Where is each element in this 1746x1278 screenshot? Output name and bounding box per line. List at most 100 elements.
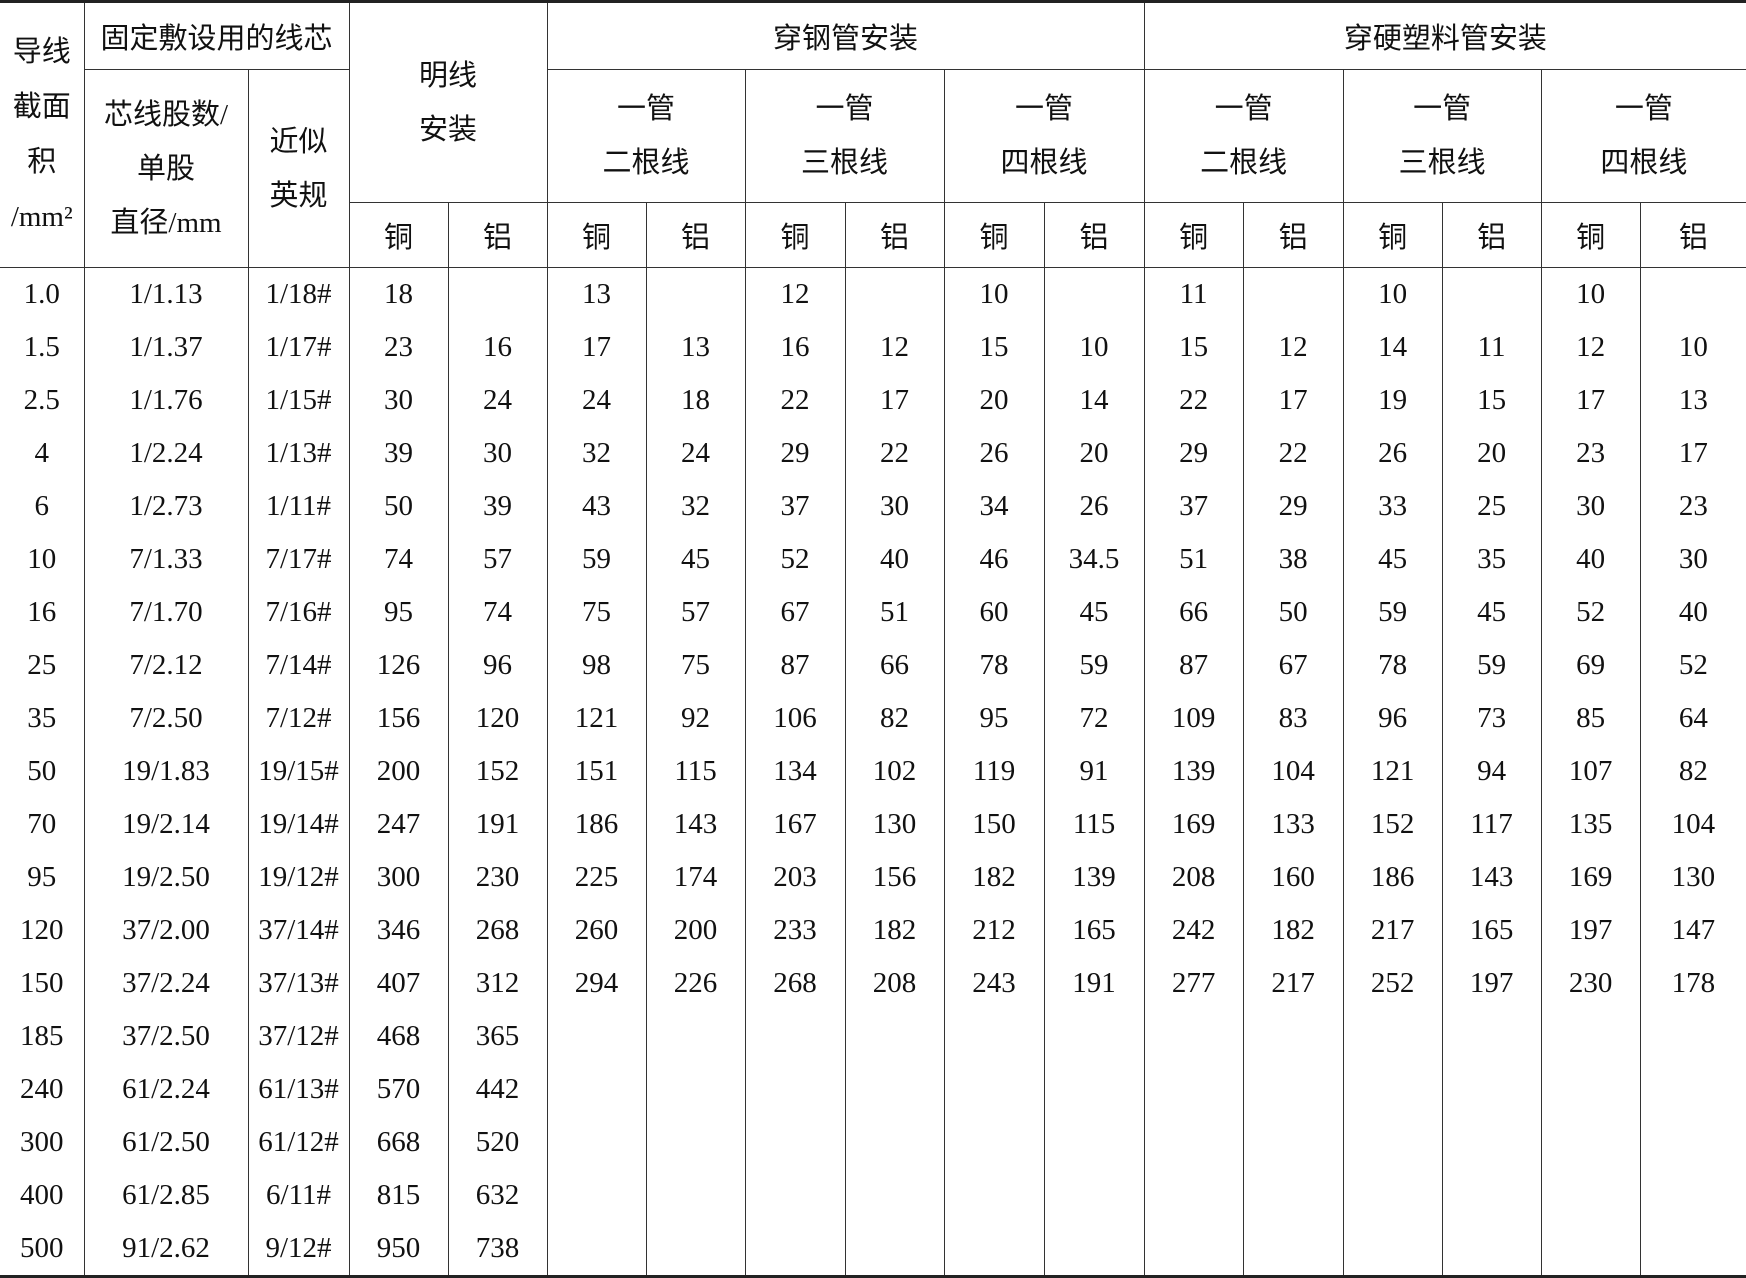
header-cell: 铜 (349, 202, 449, 268)
table-cell: 61/2.50 (83, 1116, 249, 1169)
table-cell (546, 1169, 647, 1222)
table-cell: 4 (0, 427, 85, 480)
table-cell: 233 (744, 904, 846, 957)
header-cell: 固定敷设用的线芯 (83, 0, 350, 70)
table-cell: 7/17# (247, 533, 350, 586)
header-cell: 一管 三根线 (744, 69, 945, 203)
table-cell: 51 (844, 586, 945, 639)
table-cell: 30 (348, 374, 449, 427)
table-cell: 312 (447, 957, 548, 1010)
table-cell (744, 1169, 846, 1222)
header-cell: 铝 (1441, 202, 1542, 268)
table-cell (1639, 1010, 1746, 1063)
table-cell: 130 (844, 798, 945, 851)
table-cell: 197 (1441, 957, 1542, 1010)
table-cell: 16 (0, 586, 85, 639)
table-cell (744, 1116, 846, 1169)
header-row: 铜铝铜铝铜铝铜铝铜铝铜铝铜铝 (0, 202, 1746, 268)
table-cell: 91 (1043, 745, 1145, 798)
table-cell: 300 (0, 1116, 85, 1169)
cell-line: 一管 (1214, 93, 1273, 125)
table-cell: 212 (943, 904, 1045, 957)
table-cell: 30 (1639, 533, 1746, 586)
table-cell: 37/13# (247, 957, 350, 1010)
header-cell: 穿硬塑料管安装 (1143, 0, 1746, 70)
table-cell (1143, 1222, 1244, 1278)
table-cell: 950 (348, 1222, 449, 1278)
table-cell: 242 (1143, 904, 1244, 957)
header-cell: 铜 (1143, 202, 1244, 268)
table-cell: 82 (1639, 745, 1746, 798)
table-header: 导线 截面积/mm² 固定敷设用的线芯 明线 安装 穿钢管安装 穿硬塑料管安装 芯线股数/单股… (0, 0, 1746, 268)
table-cell: 1/2.24 (83, 427, 249, 480)
header-cell: 一管 二根线 (1143, 69, 1344, 203)
table-cell: 7/1.70 (83, 586, 249, 639)
table-cell: 1/17# (247, 321, 350, 374)
table-cell: 12 (744, 267, 846, 321)
table-cell: 11 (1441, 321, 1542, 374)
table-cell (1143, 1169, 1244, 1222)
table-cell: 1/2.73 (83, 480, 249, 533)
header-cell: 铝 (1639, 202, 1746, 268)
table-cell (1342, 1010, 1443, 1063)
table-cell: 15 (943, 321, 1045, 374)
table-cell (1441, 1010, 1542, 1063)
table-cell: 130 (1639, 851, 1746, 904)
table-cell: 83 (1242, 692, 1344, 745)
cell-line: 明线 (419, 59, 478, 92)
table-cell: 139 (1043, 851, 1145, 904)
table-cell: 19/14# (247, 798, 350, 851)
table-cell: 74 (447, 586, 548, 639)
table-cell: 95 (943, 692, 1045, 745)
cell-line: 四根线 (1000, 147, 1088, 179)
table-cell (1342, 1169, 1443, 1222)
table-cell: 1.0 (0, 267, 85, 321)
table-cell: 10 (943, 267, 1045, 321)
table-row: 300 61/2.50 61/12# 668 520 (0, 1116, 1746, 1169)
header-cell: 铜 (744, 202, 846, 268)
cell-line: 英规 (269, 179, 328, 212)
header-cell: 明线 安装 (348, 0, 548, 203)
cell-line: 二根线 (602, 147, 690, 179)
table-cell: 1/15# (247, 374, 350, 427)
table-cell: 300 (348, 851, 449, 904)
table-cell: 50 (348, 480, 449, 533)
table-cell: 632 (447, 1169, 548, 1222)
table-cell: 169 (1540, 851, 1641, 904)
table-cell (844, 1063, 945, 1116)
table-row: 25 7/2.12 7/14# 126 96 98 75 87 66 78 59 87 67 78 59 69… (0, 639, 1746, 692)
table-cell: 95 (0, 851, 85, 904)
table-cell: 186 (546, 798, 647, 851)
table-cell (1639, 1116, 1746, 1169)
table-cell: 7/16# (247, 586, 350, 639)
table-cell (1143, 1010, 1244, 1063)
table-cell: 30 (1540, 480, 1641, 533)
table-cell: 22 (1143, 374, 1244, 427)
header-cell: 铝 (645, 202, 746, 268)
table-cell: 7/2.50 (83, 692, 249, 745)
table-cell: 120 (447, 692, 548, 745)
table-cell: 57 (645, 586, 746, 639)
table-cell: 94 (1441, 745, 1542, 798)
header-row: 导线 截面积/mm² 固定敷设用的线芯 明线 安装 穿钢管安装 穿硬塑料管安装 (0, 0, 1746, 268)
table-cell (744, 1063, 846, 1116)
table-cell: 15 (1441, 374, 1542, 427)
cell-line: 一管 (815, 93, 874, 125)
table-cell (1242, 1222, 1344, 1278)
table-cell: 156 (844, 851, 945, 904)
table-cell: 33 (1342, 480, 1443, 533)
table-cell (1639, 267, 1746, 321)
table-cell (1242, 267, 1344, 321)
table-cell: 500 (0, 1222, 85, 1278)
table-cell: 115 (1043, 798, 1145, 851)
table-cell: 19/12# (247, 851, 350, 904)
table-cell: 120 (0, 904, 85, 957)
table-cell: 7/14# (247, 639, 350, 692)
header-cell: 铜 (1342, 202, 1443, 268)
table-cell: 10 (1043, 321, 1145, 374)
table-cell: 217 (1342, 904, 1443, 957)
table-cell: 150 (943, 798, 1045, 851)
table-cell: 102 (844, 745, 945, 798)
table-cell: 520 (447, 1116, 548, 1169)
table-cell: 64 (1639, 692, 1746, 745)
